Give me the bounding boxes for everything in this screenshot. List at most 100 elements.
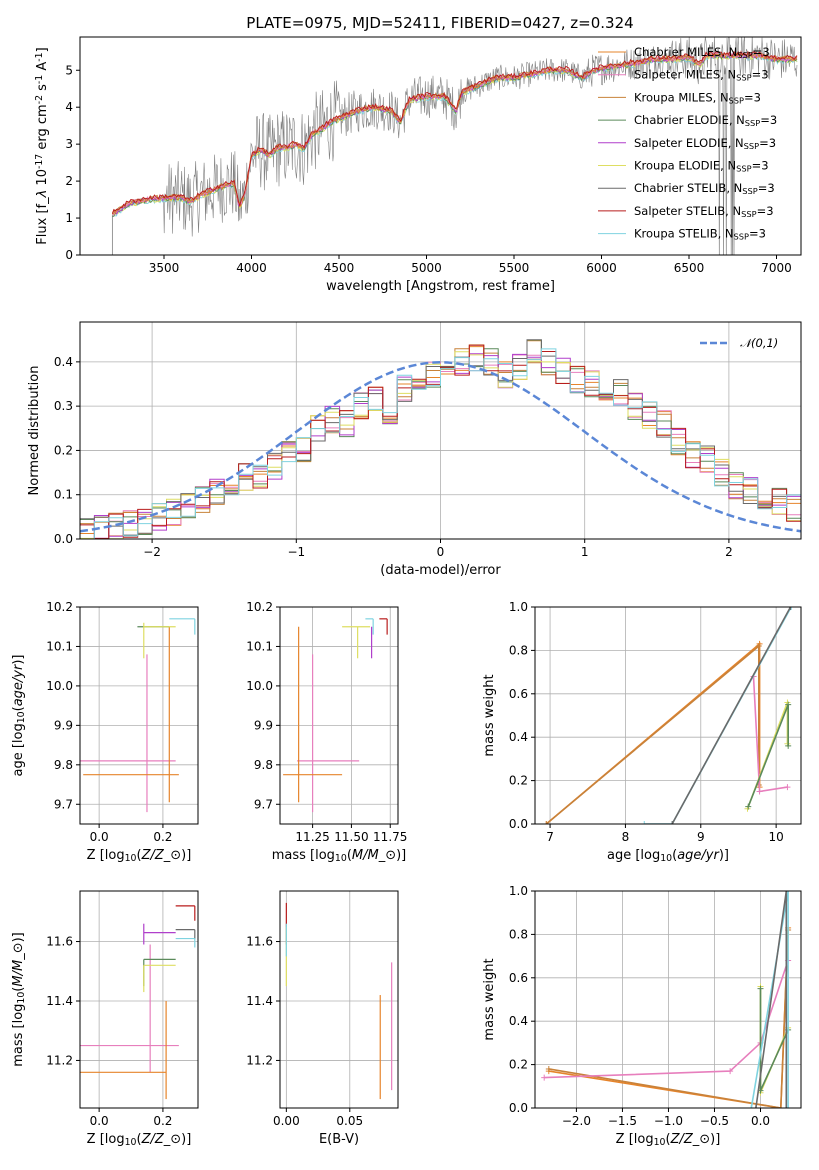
weight-marker-c_elodie: [785, 701, 792, 708]
x-tick-label: 9: [697, 830, 705, 844]
y-tick-label: 9.7: [54, 797, 73, 811]
weight-line-k_stelib: [750, 891, 789, 1108]
y-tick-label: 0: [65, 248, 73, 262]
x-tick-label: 0.05: [336, 1114, 363, 1128]
x-tick-label: −2.0: [562, 1114, 591, 1128]
y-tick-label: 1.0: [509, 600, 528, 614]
axes-weight_vs_Z: −2.0 −1.5 −1.0 −0.5 0.0 0.0 0.2 0.4 0.6 0.8 1.0 Z […: [482, 884, 802, 1148]
y-tick-label: 0.8: [509, 927, 528, 941]
axes-weight_vs_age: 7 8 9 10 0.0 0.2 0.4 0.6 0.8 1.0 age [log10(age/yr…: [482, 600, 802, 864]
y-tick-label: 0.0: [509, 1101, 528, 1115]
y-tick-label: 10.2: [46, 600, 73, 614]
weight-marker-k_miles: [777, 1105, 784, 1108]
model-line-s_miles: [112, 51, 798, 216]
x-tick-label: 0.2: [153, 830, 172, 844]
x-axis-label: (data-model)/error: [380, 563, 501, 578]
axes-frame: [79, 890, 199, 1109]
x-tick-label: 7000: [761, 261, 792, 275]
weight-marker-c_elodie: [757, 985, 764, 992]
axes-frame: [79, 606, 199, 825]
y-axis-label: age [log10(age/yr)]: [11, 654, 27, 776]
axes-residuals: −2 −1 0 1 2 0.0 0.1 0.2 0.3 0.4 (data-model)/error…: [27, 321, 802, 578]
weight-line-s_miles: [544, 960, 789, 1079]
y-tick-label: 11.4: [46, 994, 73, 1008]
x-tick-label: 7: [546, 830, 554, 844]
x-tick-label: 2: [725, 545, 733, 559]
x-tick-label: −0.5: [700, 1114, 729, 1128]
y-tick-label: 10.1: [46, 639, 73, 653]
y-tick-label: 11.4: [246, 994, 273, 1008]
weight-marker-c_elodie: [745, 803, 752, 810]
y-tick-label: 0.1: [54, 488, 73, 502]
axes-frame: [534, 606, 802, 825]
weight-marker-k_stelib: [641, 821, 648, 824]
weight-marker-c_stelib: [787, 607, 794, 610]
weight-marker-s_miles: [784, 784, 791, 791]
y-tick-label: 0.0: [54, 532, 73, 546]
x-tick-label: 11.75: [373, 830, 407, 844]
x-tick-label: 6000: [586, 261, 617, 275]
x-tick-label: 5000: [411, 261, 442, 275]
y-tick-label: 11.6: [46, 935, 73, 949]
weight-marker-k_miles: [545, 1065, 552, 1072]
y-tick-label: 9.9: [254, 718, 273, 732]
y-tick-label: 11.2: [246, 1053, 273, 1067]
axes-frame: [279, 890, 399, 1109]
x-tick-label: 0.2: [153, 1114, 172, 1128]
x-axis-label: Z [log10(Z/Z_⊙)]: [616, 1132, 721, 1148]
y-tick-label: 0.2: [54, 443, 73, 457]
y-tick-label: 0.3: [54, 399, 73, 413]
histogram-k_elodie: [80, 351, 801, 539]
x-tick-label: 4000: [236, 261, 267, 275]
y-tick-label: 5: [65, 63, 73, 77]
y-axis-label: mass weight: [482, 958, 497, 1040]
x-tick-label: 11.25: [295, 830, 329, 844]
x-tick-label: −1.0: [654, 1114, 683, 1128]
weight-marker-k_stelib: [785, 891, 792, 894]
x-tick-label: 6500: [674, 261, 705, 275]
weight-marker-c_stelib: [783, 1105, 790, 1108]
legend-label-s_miles: Salpeter MILES, NSSP=3: [634, 68, 769, 83]
weight-marker-s_miles: [541, 1074, 548, 1081]
x-tick-label: 4500: [324, 261, 355, 275]
x-axis-label: E(B-V): [319, 1132, 359, 1147]
plot-area-age_vs_mass: [283, 618, 388, 813]
legend-label-normal: 𝒩(0,1): [740, 336, 778, 350]
x-tick-label: 11.50: [334, 830, 368, 844]
residual-legend: 𝒩(0,1): [700, 336, 778, 350]
y-tick-label: 0.2: [509, 1058, 528, 1072]
y-tick-label: 10.0: [246, 679, 273, 693]
x-tick-label: 0.0: [90, 1114, 109, 1128]
x-axis-label: Z [log10(Z/Z_⊙)]: [87, 1132, 192, 1148]
y-axis-label: Normed distribution: [27, 366, 42, 496]
y-tick-label: 0.4: [509, 1014, 528, 1028]
y-axis-label: Flux [f_λ 10-17 erg cm-2 s-1 A-1]: [34, 47, 50, 244]
weight-line-c_elodie: [747, 704, 790, 807]
y-tick-label: 0.0: [509, 817, 528, 831]
weight-marker-k_stelib: [748, 1105, 755, 1108]
x-axis-label: age [log10(age/yr)]: [607, 848, 729, 864]
y-tick-label: 9.8: [54, 758, 73, 772]
observed-spectrum-line: [112, 37, 798, 255]
legend-label-k_stelib: Kroupa STELIB, NSSP=3: [634, 227, 766, 242]
weight-line-k_miles: [545, 644, 760, 824]
y-tick-label: 0.2: [509, 774, 528, 788]
y-tick-label: 9.7: [254, 797, 273, 811]
y-tick-label: 10.0: [46, 679, 73, 693]
legend-label-s_elodie: Salpeter ELODIE, NSSP=3: [634, 136, 776, 151]
axes-spectrum: 3500 4000 4500 5000 5500 6000 6500 7000 0 1 2 3 4 5 wa…: [34, 36, 802, 294]
axes-mass_vs_ebv: 0.00 0.05 11.2 11.4 11.6 E(B-V): [246, 890, 399, 1147]
y-tick-label: 0.4: [54, 355, 73, 369]
y-tick-label: 10.1: [246, 639, 273, 653]
y-tick-label: 11.2: [46, 1053, 73, 1067]
weight-marker-c_elodie: [785, 742, 792, 749]
x-tick-label: 0: [437, 545, 445, 559]
y-tick-label: 1: [65, 211, 73, 225]
plot-area-spectrum: [111, 37, 798, 255]
weight-marker-s_miles: [756, 788, 763, 795]
x-axis-label: Z [log10(Z/Z_⊙)]: [87, 848, 192, 864]
x-tick-label: 0.00: [273, 1114, 300, 1128]
axes-age_vs_Z: 0.0 0.2 9.7 9.8 9.9 10.0 10.1 10.2 Z [log10(Z/Z_…: [11, 600, 199, 864]
legend-label-c_elodie: Chabrier ELODIE, NSSP=3: [634, 113, 777, 128]
